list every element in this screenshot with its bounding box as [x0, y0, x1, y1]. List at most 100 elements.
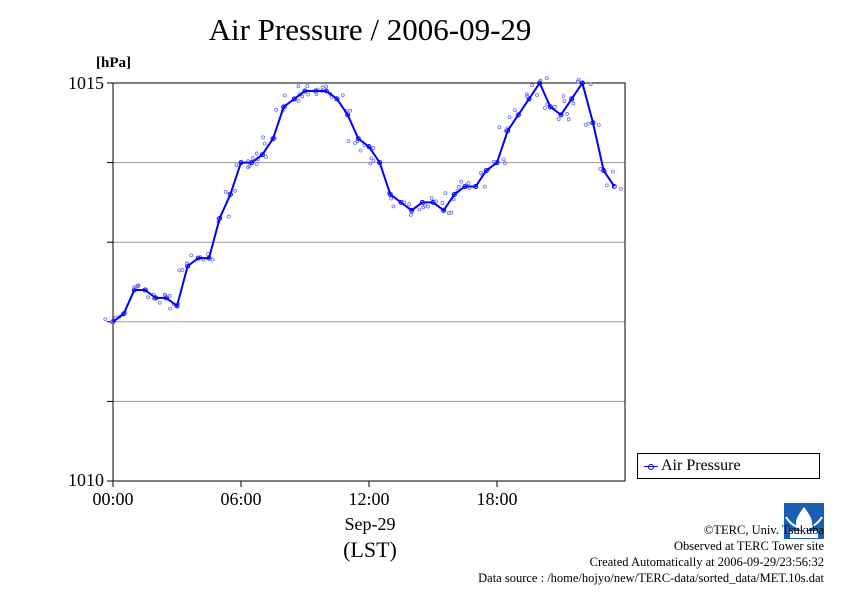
sample-dot: [575, 79, 580, 84]
sample-dot: [254, 151, 259, 156]
sample-dot: [571, 101, 576, 106]
data-point-14: [259, 152, 265, 158]
x-axis-label: Sep-29: [344, 514, 396, 534]
sample-dot: [429, 196, 434, 201]
sample-dot: [368, 161, 373, 166]
chart-title: Air Pressure / 2006-09-29: [208, 12, 532, 47]
sample-dot: [598, 167, 603, 171]
credit-source: Data source : /home/hojyo/new/TERC-data/…: [478, 571, 824, 585]
sample-dot: [358, 148, 363, 153]
sample-dot: [449, 210, 454, 215]
sample-dot: [426, 204, 430, 209]
sample-dot: [157, 300, 162, 305]
sample-dot: [497, 125, 502, 130]
sample-dot: [389, 196, 394, 201]
data-point-39: [526, 96, 532, 102]
sample-dot: [530, 83, 535, 88]
y-axis-unit: [hPa]: [96, 55, 131, 71]
sample-dot: [491, 159, 496, 164]
legend: Air Pressure: [637, 453, 820, 479]
sample-dot: [168, 306, 172, 311]
legend-label-air-pressure: Air Pressure: [661, 457, 741, 474]
x-tick-label-3: 18:00: [476, 489, 518, 509]
sample-dot: [525, 94, 529, 99]
sample-dot: [348, 108, 353, 113]
y-tick-label-min: 1010: [68, 470, 104, 490]
sample-dot: [443, 191, 448, 196]
data-point-21: [334, 96, 340, 102]
sample-dot: [324, 84, 329, 89]
data-point-24: [366, 144, 372, 150]
sample-dot: [513, 108, 517, 113]
sample-dot: [417, 207, 422, 212]
sample-dot: [371, 146, 376, 150]
sample-dot: [226, 214, 231, 219]
sample-dot: [346, 139, 351, 144]
sample-dot: [340, 93, 345, 98]
sample-dot: [457, 184, 461, 189]
plot-area-frame: [112, 82, 626, 482]
sample-dot: [274, 107, 279, 112]
data-point-32: [451, 191, 457, 197]
sample-dot: [353, 141, 357, 145]
sample-dot: [369, 156, 374, 161]
sample-dot: [185, 261, 189, 266]
sample-dot: [588, 82, 593, 87]
sample-dot: [180, 268, 185, 272]
sample-dot: [262, 141, 267, 146]
sample-dot: [163, 293, 168, 298]
sample-dot: [440, 201, 445, 205]
x-tick-label-2: 12:00: [348, 489, 390, 509]
sample-dot: [553, 104, 557, 109]
legend-swatch-air-pressure: [644, 464, 658, 470]
sample-dot: [501, 157, 506, 162]
sample-dot: [543, 106, 547, 111]
sample-dot: [254, 162, 259, 166]
sample-dot: [482, 184, 487, 189]
series-line-air-pressure: [112, 80, 616, 323]
sample-dot: [524, 92, 529, 97]
sample-dot: [261, 135, 266, 140]
sample-dot: [423, 203, 427, 208]
credit-site: Observed at TERC Tower site: [673, 539, 824, 553]
credit-created: Created Automatically at 2006-09-29/23:5…: [589, 555, 824, 569]
data-point-17: [291, 96, 297, 102]
sample-dot: [561, 94, 566, 98]
sample-dot: [296, 84, 301, 89]
sample-dot: [247, 164, 252, 169]
sample-dot: [596, 122, 601, 127]
sample-dot: [562, 99, 567, 104]
sample-dot: [177, 268, 182, 273]
sample-dot: [234, 163, 239, 168]
sample-dot: [610, 169, 615, 174]
sample-dot: [305, 84, 310, 89]
sample-dot: [306, 92, 311, 97]
terc-logo-icon: [784, 503, 824, 539]
sample-dot: [320, 85, 325, 90]
sample-dot: [136, 283, 141, 288]
sample-dot: [132, 285, 137, 290]
data-point-28: [409, 207, 415, 213]
sample-dot: [459, 179, 464, 184]
sample-dot: [502, 161, 507, 166]
sample-dot: [264, 155, 268, 159]
sample-dot: [296, 98, 301, 103]
sample-dot: [391, 204, 396, 209]
data-point-42: [558, 112, 564, 118]
sample-dot: [407, 202, 412, 207]
y-tick-label-max: 1015: [68, 73, 104, 93]
data-point-35: [483, 168, 489, 174]
sample-dot: [223, 189, 228, 194]
sample-dot: [434, 199, 438, 204]
credits: ©TERC, Univ. Tsukuba Observed at TERC To…: [478, 522, 824, 586]
x-tick-label-0: 00:00: [92, 489, 134, 509]
sample-dot: [371, 158, 376, 163]
sample-dot: [210, 257, 215, 262]
sample-dot: [167, 293, 172, 298]
sample-dot: [103, 317, 108, 322]
sample-dot: [604, 183, 609, 188]
sample-dot: [583, 122, 588, 127]
sample-dot: [300, 94, 305, 99]
sample-dot: [355, 139, 360, 144]
